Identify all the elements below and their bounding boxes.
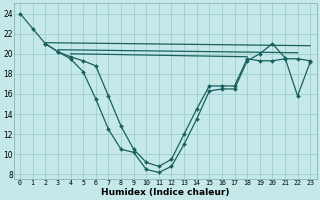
- X-axis label: Humidex (Indice chaleur): Humidex (Indice chaleur): [101, 188, 229, 197]
